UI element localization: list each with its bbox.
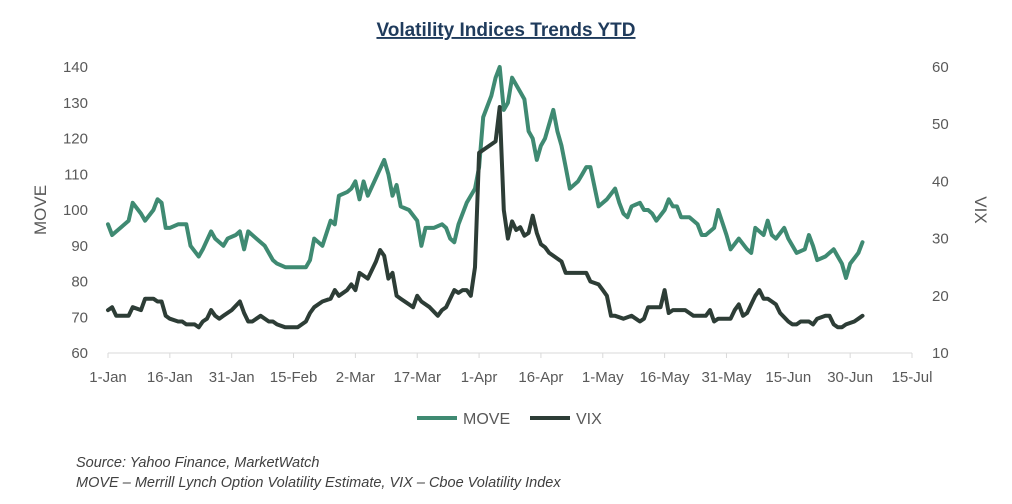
x-axis-ticks: 1-Jan 16-Jan 31-Jan 15-Feb 2-Mar 17-Mar 1-Apr 1… xyxy=(89,353,932,386)
x-tick-label: 30-Jun xyxy=(827,369,873,386)
x-tick-label: 15-Feb xyxy=(270,369,318,386)
x-tick-label: 17-Mar xyxy=(393,369,441,386)
definitions-note: MOVE – Merrill Lynch Option Volatility E… xyxy=(76,475,561,491)
right-tick-label: 50 xyxy=(932,116,949,133)
x-tick-label: 16-May xyxy=(640,369,691,386)
right-axis-ticks: 10 20 30 40 50 60 xyxy=(932,59,949,362)
right-tick-label: 40 xyxy=(932,173,949,190)
left-axis-title: MOVE xyxy=(31,185,50,235)
series-layer xyxy=(106,65,865,330)
legend: MOVE VIX xyxy=(417,411,602,428)
left-axis-ticks: 60 70 80 90 100 110 120 130 140 xyxy=(63,59,88,362)
source-note: Source: Yahoo Finance, MarketWatch xyxy=(76,455,320,471)
chart-title: Volatility Indices Trends YTD xyxy=(376,20,635,41)
left-tick-label: 80 xyxy=(71,274,88,291)
x-tick-label: 2-Mar xyxy=(336,369,375,386)
right-tick-label: 10 xyxy=(932,345,949,362)
x-tick-label: 31-May xyxy=(701,369,752,386)
x-tick-label: 31-Jan xyxy=(209,369,255,386)
left-tick-label: 110 xyxy=(64,166,88,183)
left-tick-label: 90 xyxy=(71,238,88,255)
x-tick-label: 1-Apr xyxy=(461,369,498,386)
left-tick-label: 70 xyxy=(71,309,88,326)
left-tick-label: 100 xyxy=(63,202,88,219)
left-tick-label: 130 xyxy=(63,95,88,112)
series-line-vix xyxy=(106,105,865,330)
legend-label-move: MOVE xyxy=(463,411,510,428)
left-tick-label: 140 xyxy=(63,59,88,76)
right-tick-label: 60 xyxy=(932,59,949,76)
x-tick-label: 16-Apr xyxy=(518,369,563,386)
series-line-move xyxy=(106,65,865,280)
legend-label-vix: VIX xyxy=(576,411,602,428)
left-tick-label: 60 xyxy=(71,345,88,362)
x-tick-label: 15-Jun xyxy=(765,369,811,386)
x-tick-label: 15-Jul xyxy=(892,369,933,386)
x-tick-label: 1-Jan xyxy=(89,369,127,386)
x-tick-label: 1-May xyxy=(582,369,624,386)
right-tick-label: 20 xyxy=(932,288,949,305)
x-tick-label: 16-Jan xyxy=(147,369,193,386)
right-tick-label: 30 xyxy=(932,231,949,248)
right-axis-title: VIX xyxy=(971,196,990,223)
left-tick-label: 120 xyxy=(63,131,88,148)
